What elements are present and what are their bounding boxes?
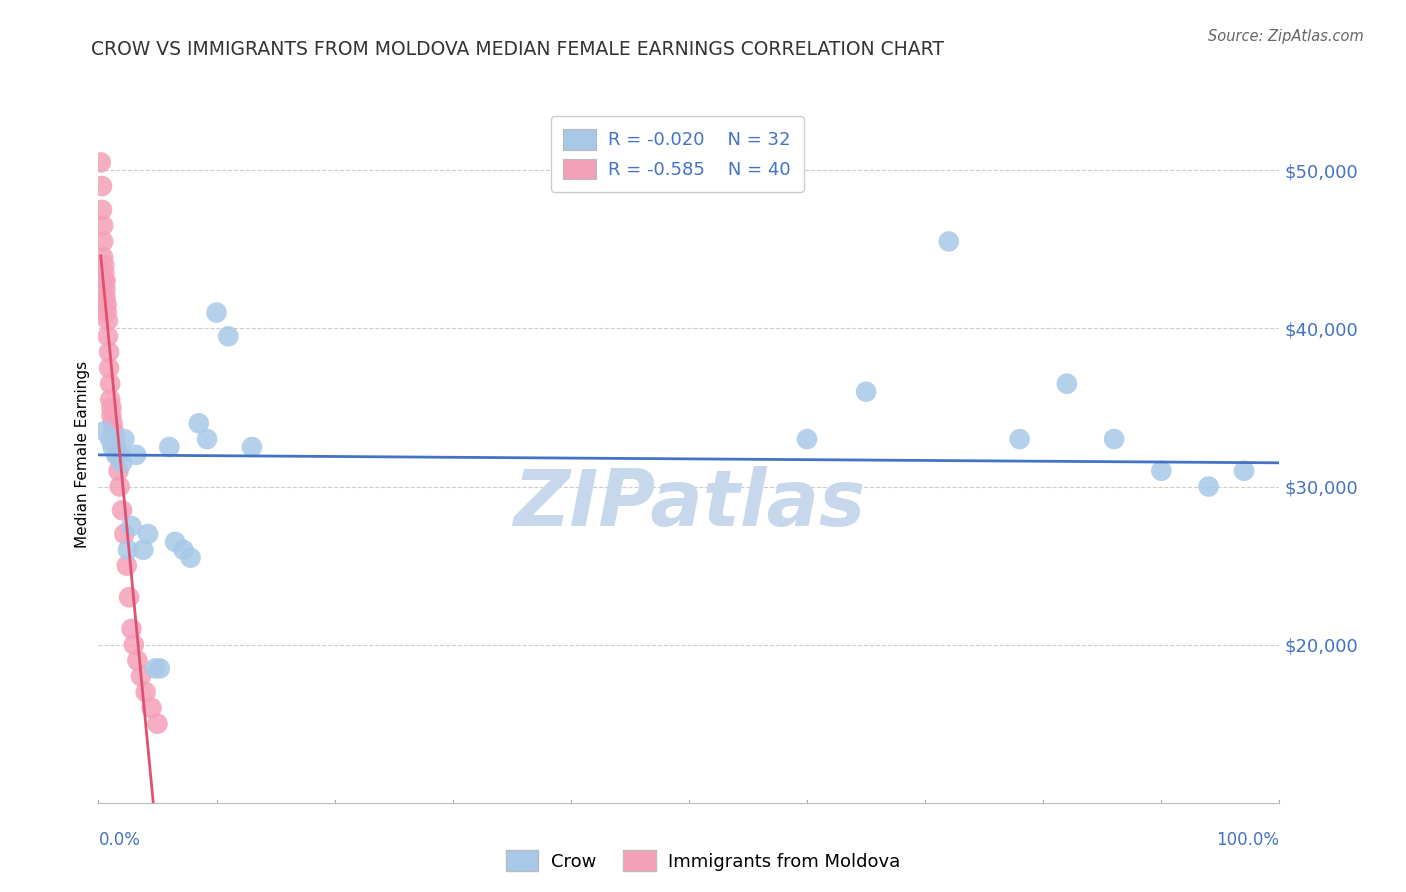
Point (101, 417, 124, 431)
Point (108, 479, 131, 493)
Point (90, 155, 112, 169)
Point (105, 448, 128, 462)
Point (91, 235, 114, 249)
Point (107, 464, 129, 478)
Point (108, 448, 131, 462)
Point (105, 448, 128, 462)
Text: Source: ZipAtlas.com: Source: ZipAtlas.com (1208, 29, 1364, 44)
Point (122, 638, 145, 652)
Point (112, 432, 135, 446)
Point (101, 440, 124, 454)
Legend: Crow, Immigrants from Moldova: Crow, Immigrants from Moldova (498, 843, 908, 879)
Point (143, 661, 166, 675)
Point (111, 456, 134, 470)
Point (98, 345, 121, 359)
Point (127, 653, 149, 667)
Point (149, 661, 172, 675)
Point (91, 202, 114, 217)
Point (855, 384, 877, 399)
Point (96, 305, 118, 319)
Text: ZIPatlas: ZIPatlas (513, 466, 865, 541)
Point (121, 519, 143, 533)
Point (1233, 464, 1256, 478)
Point (1008, 432, 1031, 446)
Text: 100.0%: 100.0% (1216, 830, 1279, 848)
Point (97, 313, 120, 327)
Point (135, 685, 157, 699)
Point (240, 440, 263, 454)
Point (938, 235, 960, 249)
Point (112, 527, 135, 541)
Point (1198, 479, 1220, 493)
Point (93, 424, 115, 438)
Point (117, 542, 139, 557)
Point (93, 274, 115, 288)
Point (129, 669, 152, 683)
Point (157, 440, 180, 454)
Point (104, 432, 127, 446)
Legend: R = -0.020    N = 32, R = -0.585    N = 40: R = -0.020 N = 32, R = -0.585 N = 40 (551, 116, 804, 192)
Point (98, 361, 121, 376)
Point (187, 417, 209, 431)
Point (165, 535, 187, 549)
Point (98, 392, 121, 407)
Point (97, 329, 120, 343)
Point (94, 274, 117, 288)
Point (132, 542, 155, 557)
Point (146, 716, 169, 731)
Point (195, 432, 218, 446)
Point (98, 376, 121, 391)
Point (796, 432, 818, 446)
Point (105, 440, 128, 454)
Point (180, 550, 202, 565)
Point (118, 591, 141, 605)
Point (1102, 432, 1125, 446)
Point (136, 527, 159, 541)
Point (91, 250, 114, 264)
Point (205, 305, 228, 319)
Point (93, 266, 115, 280)
Point (125, 448, 148, 462)
Point (100, 409, 122, 423)
Point (98, 432, 121, 446)
Text: 0.0%: 0.0% (98, 830, 141, 848)
Text: CROW VS IMMIGRANTS FROM MOLDOVA MEDIAN FEMALE EARNINGS CORRELATION CHART: CROW VS IMMIGRANTS FROM MOLDOVA MEDIAN F… (91, 40, 945, 59)
Point (217, 329, 239, 343)
Point (103, 424, 125, 438)
Point (172, 542, 194, 557)
Point (93, 258, 115, 272)
Y-axis label: Median Female Earnings: Median Female Earnings (75, 361, 90, 549)
Point (100, 401, 122, 415)
Point (1150, 464, 1173, 478)
Point (111, 503, 134, 517)
Point (141, 701, 163, 715)
Point (121, 622, 143, 636)
Point (94, 282, 117, 296)
Point (1056, 376, 1078, 391)
Point (94, 290, 117, 304)
Point (91, 219, 114, 233)
Point (115, 558, 138, 573)
Point (96, 298, 118, 312)
Point (91, 179, 114, 194)
